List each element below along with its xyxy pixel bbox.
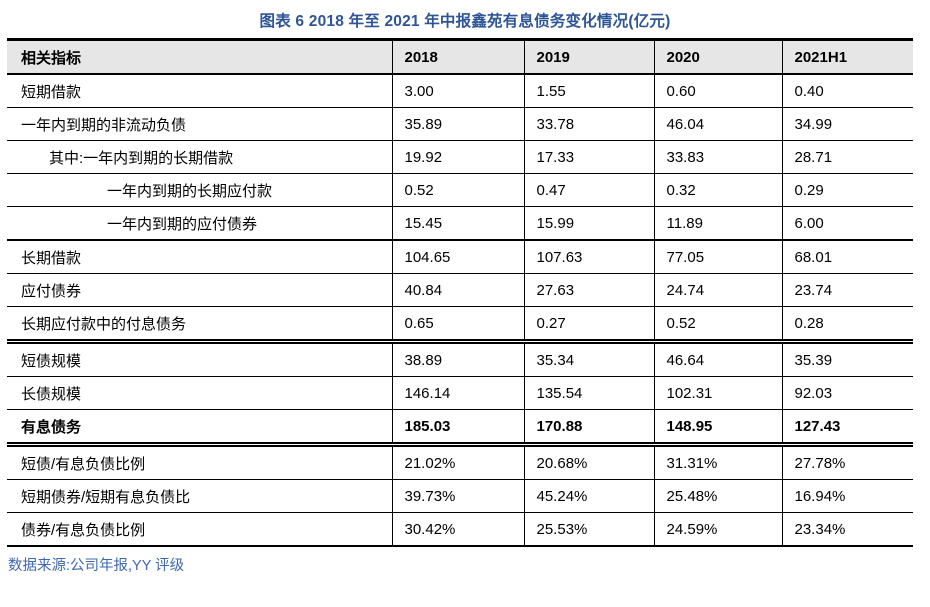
cell-value: 46.64 <box>653 341 782 377</box>
cell-value: 102.31 <box>653 376 782 410</box>
table-header-row: 相关指标 2018 2019 2020 2021H1 <box>7 38 913 75</box>
cell-value: 24.74 <box>653 273 782 307</box>
cell-value: 33.78 <box>523 107 654 141</box>
column-header-2020: 2020 <box>653 38 782 75</box>
cell-value: 35.89 <box>391 107 524 141</box>
row-label: 债券/有息负债比例 <box>7 512 392 547</box>
cell-value: 107.63 <box>523 240 654 274</box>
cell-value: 33.83 <box>653 140 782 174</box>
cell-value: 17.33 <box>523 140 654 174</box>
table-row: 债券/有息负债比例 30.42% 25.53% 24.59% 23.34% <box>7 512 913 547</box>
cell-value: 170.88 <box>523 409 654 447</box>
row-label: 其中:一年内到期的长期借款 <box>7 140 392 174</box>
cell-value: 23.74 <box>781 273 913 307</box>
table-row-total: 有息债务 185.03 170.88 148.95 127.43 <box>7 409 913 447</box>
cell-value: 0.60 <box>653 74 782 108</box>
table-row: 短期借款 3.00 1.55 0.60 0.40 <box>7 74 913 108</box>
row-label: 一年内到期的非流动负债 <box>7 107 392 141</box>
cell-value: 38.89 <box>391 341 524 377</box>
cell-value: 15.99 <box>523 206 654 241</box>
cell-value: 39.73% <box>391 479 524 513</box>
cell-value: 30.42% <box>391 512 524 547</box>
row-label: 有息债务 <box>7 409 392 447</box>
table-row: 长债规模 146.14 135.54 102.31 92.03 <box>7 376 913 410</box>
cell-value: 148.95 <box>653 409 782 447</box>
cell-value: 0.29 <box>781 173 913 207</box>
cell-value: 31.31% <box>653 444 782 480</box>
column-header-2019: 2019 <box>523 38 654 75</box>
row-label: 长债规模 <box>7 376 392 410</box>
cell-value: 24.59% <box>653 512 782 547</box>
cell-value: 1.55 <box>523 74 654 108</box>
cell-value: 25.48% <box>653 479 782 513</box>
cell-value: 21.02% <box>391 444 524 480</box>
cell-value: 11.89 <box>653 206 782 241</box>
debt-data-table: 相关指标 2018 2019 2020 2021H1 短期借款 3.00 1.5… <box>7 38 913 547</box>
table-row: 一年内到期的长期应付款 0.52 0.47 0.32 0.29 <box>7 173 913 207</box>
cell-value: 68.01 <box>781 240 913 274</box>
cell-value: 28.71 <box>781 140 913 174</box>
cell-value: 6.00 <box>781 206 913 241</box>
table-row: 一年内到期的非流动负债 35.89 33.78 46.04 34.99 <box>7 107 913 141</box>
cell-value: 23.34% <box>781 512 913 547</box>
cell-value: 0.28 <box>781 306 913 344</box>
row-label: 短期借款 <box>7 74 392 108</box>
cell-value: 135.54 <box>523 376 654 410</box>
cell-value: 27.78% <box>781 444 913 480</box>
cell-value: 19.92 <box>391 140 524 174</box>
cell-value: 0.27 <box>523 306 654 344</box>
data-source-note: 数据来源:公司年报,YY 评级 <box>8 558 185 574</box>
table-row: 应付债券 40.84 27.63 24.74 23.74 <box>7 273 913 307</box>
cell-value: 146.14 <box>391 376 524 410</box>
cell-value: 16.94% <box>781 479 913 513</box>
row-label: 短债规模 <box>7 341 392 377</box>
cell-value: 0.47 <box>523 173 654 207</box>
column-header-indicator: 相关指标 <box>7 38 392 75</box>
column-header-2018: 2018 <box>391 38 524 75</box>
cell-value: 27.63 <box>523 273 654 307</box>
cell-value: 3.00 <box>391 74 524 108</box>
cell-value: 15.45 <box>391 206 524 241</box>
cell-value: 127.43 <box>781 409 913 447</box>
cell-value: 0.52 <box>653 306 782 344</box>
cell-value: 104.65 <box>391 240 524 274</box>
table-row: 短期债券/短期有息负债比 39.73% 45.24% 25.48% 16.94% <box>7 479 913 513</box>
table-row: 一年内到期的应付债券 15.45 15.99 11.89 6.00 <box>7 206 913 241</box>
cell-value: 46.04 <box>653 107 782 141</box>
figure-title: 图表 6 2018 年至 2021 年中报鑫苑有息债务变化情况(亿元) <box>259 13 671 30</box>
cell-value: 185.03 <box>391 409 524 447</box>
table-row: 短债/有息负债比例 21.02% 20.68% 31.31% 27.78% <box>7 444 913 480</box>
row-label: 一年内到期的应付债券 <box>7 206 392 241</box>
cell-value: 45.24% <box>523 479 654 513</box>
row-label: 一年内到期的长期应付款 <box>7 173 392 207</box>
cell-value: 35.34 <box>523 341 654 377</box>
cell-value: 77.05 <box>653 240 782 274</box>
cell-value: 92.03 <box>781 376 913 410</box>
cell-value: 0.40 <box>781 74 913 108</box>
cell-value: 35.39 <box>781 341 913 377</box>
cell-value: 0.65 <box>391 306 524 344</box>
table-row: 长期借款 104.65 107.63 77.05 68.01 <box>7 240 913 274</box>
table-row: 短债规模 38.89 35.34 46.64 35.39 <box>7 341 913 377</box>
table-row: 长期应付款中的付息债务 0.65 0.27 0.52 0.28 <box>7 306 913 344</box>
cell-value: 34.99 <box>781 107 913 141</box>
cell-value: 0.52 <box>391 173 524 207</box>
cell-value: 20.68% <box>523 444 654 480</box>
table-row: 其中:一年内到期的长期借款 19.92 17.33 33.83 28.71 <box>7 140 913 174</box>
row-label: 短债/有息负债比例 <box>7 444 392 480</box>
cell-value: 25.53% <box>523 512 654 547</box>
row-label: 应付债券 <box>7 273 392 307</box>
cell-value: 0.32 <box>653 173 782 207</box>
row-label: 长期应付款中的付息债务 <box>7 306 392 344</box>
cell-value: 40.84 <box>391 273 524 307</box>
column-header-2021h1: 2021H1 <box>781 38 913 75</box>
row-label: 短期债券/短期有息负债比 <box>7 479 392 513</box>
row-label: 长期借款 <box>7 240 392 274</box>
